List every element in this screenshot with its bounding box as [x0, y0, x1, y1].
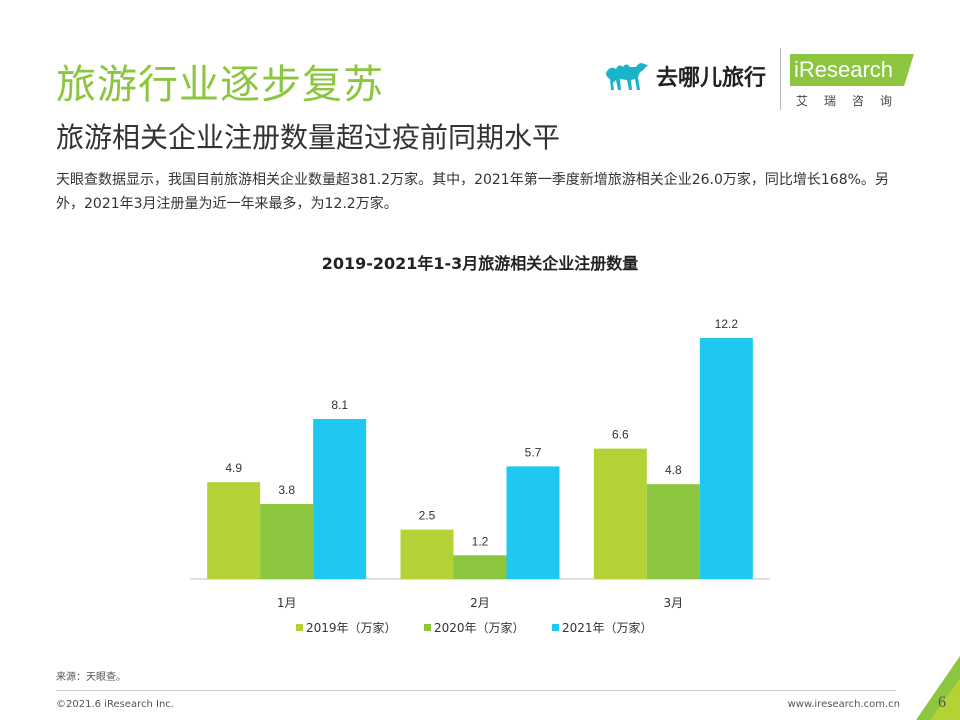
legend-label: 2021年（万家） [562, 620, 653, 635]
iresearch-logo: iResearch 艾瑞咨询 [790, 46, 920, 112]
logo-divider [780, 48, 781, 110]
data-label: 3.8 [278, 483, 295, 497]
bar-3-1 [593, 448, 647, 579]
x-tick-label: 2月 [470, 596, 490, 610]
footer-divider [56, 690, 896, 691]
bar-3-2 [646, 484, 700, 579]
qunar-logo-text: 去哪儿旅行 [656, 66, 767, 91]
data-label: 4.9 [225, 461, 242, 475]
page-number: 6 [938, 694, 946, 711]
data-label: 1.2 [472, 534, 489, 548]
bar-1-2 [260, 503, 314, 579]
legend-label: 2020年（万家） [434, 620, 525, 635]
website-text: www.iresearch.com.cn [787, 699, 900, 710]
legend-label: 2019年（万家） [306, 620, 397, 635]
data-label: 5.7 [525, 445, 542, 459]
data-label: 8.1 [331, 398, 348, 412]
bar-3-3 [699, 338, 753, 579]
page-subtitle: 旅游相关企业注册数量超过疫前同期水平 [56, 121, 561, 154]
camel-icon [606, 63, 648, 90]
bar-1-1 [207, 482, 261, 579]
bar-chart: 4.9 3.8 8.1 1月 2.5 1.2 5.7 2月 6.6 4.8 12.2 3月 2019年（… [190, 317, 770, 635]
chart-title: 2019-2021年1-3月旅游相关企业注册数量 [321, 254, 639, 273]
bar-2-3 [506, 466, 560, 579]
data-label: 12.2 [715, 317, 739, 331]
bar-2-2 [453, 555, 507, 579]
data-label: 2.5 [419, 509, 436, 523]
bar-2-1 [400, 529, 454, 579]
legend-swatch [296, 624, 303, 631]
source-note: 来源：天眼查。 [56, 672, 126, 683]
iresearch-logo-badge [790, 54, 914, 86]
copyright-text: ©2021.6 iResearch Inc. [56, 699, 174, 710]
iresearch-logo-cn: 艾瑞咨询 [796, 94, 909, 108]
x-tick-label: 3月 [664, 596, 684, 610]
bar-1-3 [313, 418, 367, 579]
x-tick-label: 1月 [277, 596, 297, 610]
legend-swatch [552, 624, 559, 631]
description-text: 天眼查数据显示，我国目前旅游相关企业数量超381.2万家。其中，2021年第一季… [56, 172, 889, 212]
corner-decoration [916, 656, 960, 720]
qunar-logo: 去哪儿旅行 [604, 56, 766, 96]
legend-swatch [424, 624, 431, 631]
page-title: 旅游行业逐步复苏 [56, 62, 384, 108]
iresearch-logo-text: iResearch [794, 57, 894, 82]
data-label: 6.6 [612, 428, 629, 442]
data-label: 4.8 [665, 463, 682, 477]
